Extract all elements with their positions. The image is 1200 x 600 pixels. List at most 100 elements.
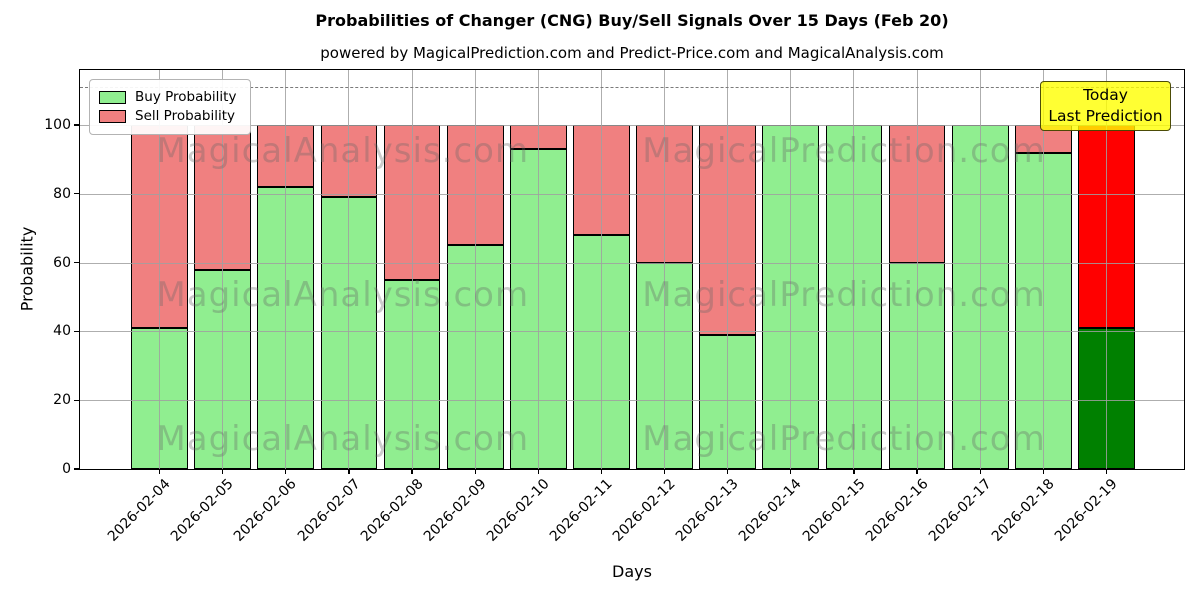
grid-line-v	[664, 70, 666, 469]
x-tick	[600, 469, 603, 474]
grid-line-v	[790, 70, 792, 469]
x-tick-label: 2026-02-15	[799, 476, 869, 545]
watermark-text: MagicalAnalysis.com	[156, 130, 530, 171]
grid-line-v	[727, 70, 729, 469]
watermark-text: MagicalAnalysis.com	[156, 419, 530, 460]
x-tick	[979, 469, 981, 474]
legend-label-buy: Buy Probability	[135, 89, 237, 105]
y-tick	[74, 330, 80, 332]
x-tick-label: 2026-02-12	[610, 476, 679, 545]
grid-line-v	[853, 70, 855, 469]
dashed-reference-line	[80, 87, 1184, 89]
x-tick-label: 2026-02-06	[231, 476, 301, 545]
plot-area: Buy Probability Sell Probability Today L…	[44, 69, 1185, 545]
bar-slot: 2026-02-04	[105, 70, 191, 545]
x-tick	[285, 469, 287, 474]
bar-slot: 2026-02-08	[358, 70, 444, 545]
legend: Buy Probability Sell Probability	[89, 79, 252, 135]
x-tick	[411, 469, 413, 474]
grid-line-v	[537, 70, 539, 469]
x-tick	[727, 469, 729, 474]
watermark-text: MagicalPrediction.com	[642, 274, 1046, 315]
grid-line-v	[285, 70, 287, 469]
x-tick	[853, 469, 855, 474]
bar-slot: 2026-02-17	[926, 70, 1012, 545]
legend-item-sell: Sell Probability	[99, 108, 240, 124]
grid-line-v	[159, 70, 161, 469]
y-tick	[74, 468, 80, 470]
buy-color-swatch	[99, 90, 126, 104]
watermark-text: MagicalPrediction.com	[642, 130, 1046, 171]
grid-line-h	[80, 262, 1184, 264]
y-tick	[74, 124, 80, 126]
grid-line-h	[80, 331, 1184, 333]
bar-slot: 2026-02-19	[1052, 70, 1138, 545]
x-tick-label: 2026-02-09	[420, 476, 490, 545]
chart-title: Probabilities of Changer (CNG) Buy/Sell …	[315, 11, 949, 30]
y-tick	[74, 262, 80, 264]
x-tick-label: 2026-02-11	[546, 476, 616, 545]
x-tick	[916, 469, 918, 474]
y-tick-label: 100	[44, 117, 71, 134]
watermark-text: MagicalAnalysis.com	[156, 274, 530, 315]
bar-slot: 2026-02-10	[484, 70, 570, 545]
grid-line-h	[80, 125, 1184, 127]
y-tick	[74, 193, 80, 195]
x-tick	[158, 469, 161, 474]
grid-line-v	[348, 70, 350, 469]
y-tick-label: 0	[62, 461, 71, 477]
bar-slot: 2026-02-15	[799, 70, 885, 545]
x-tick-label: 2026-02-19	[1051, 476, 1121, 545]
x-tick-label: 2026-02-13	[673, 476, 743, 545]
grid-line-v	[600, 70, 602, 469]
y-tick-label: 20	[53, 392, 71, 409]
x-tick-label: 2026-02-18	[988, 476, 1058, 545]
grid-line-v	[222, 70, 224, 469]
bars-container: 2026-02-04 2026-02-05 2026-02-06 2026-02-07…	[105, 70, 1138, 545]
bar-slot: 2026-02-07	[294, 70, 380, 545]
x-tick	[1042, 469, 1044, 474]
today-annotation: Today Last Prediction	[1040, 81, 1171, 131]
x-tick-label: 2026-02-05	[168, 476, 238, 545]
grid-line-v	[411, 70, 413, 469]
x-tick	[537, 469, 539, 474]
grid-line-v	[979, 70, 981, 469]
bar-slot: 2026-02-14	[736, 70, 822, 545]
x-tick-label: 2026-02-04	[105, 476, 174, 545]
grid-line-h	[80, 400, 1184, 402]
y-axis-label: Probability	[17, 226, 37, 312]
x-tick-label: 2026-02-16	[862, 476, 932, 545]
grid-line-v	[1105, 70, 1107, 469]
x-tick-label: 2026-02-08	[357, 476, 427, 545]
x-tick-label: 2026-02-07	[294, 476, 364, 545]
grid-line-v	[916, 70, 918, 469]
y-tick-label: 80	[53, 185, 71, 202]
legend-item-buy: Buy Probability	[99, 89, 240, 105]
grid-line-h	[80, 193, 1184, 195]
chart-subtitle: powered by MagicalPrediction.com and Pre…	[320, 44, 944, 62]
bar-slot: 2026-02-11	[547, 70, 633, 545]
y-tick-label: 60	[53, 254, 71, 271]
grid-line-v	[474, 70, 476, 469]
x-tick	[663, 469, 666, 474]
x-tick	[222, 469, 224, 474]
grid-line-v	[1042, 70, 1044, 469]
x-axis-label: Days	[612, 562, 652, 581]
today-annotation-line1: Today	[1083, 86, 1128, 104]
today-annotation-line2: Last Prediction	[1048, 107, 1163, 125]
x-tick-label: 2026-02-14	[736, 476, 806, 545]
x-tick	[790, 469, 792, 474]
x-tick	[348, 469, 350, 474]
x-tick-label: 2026-02-17	[925, 476, 995, 545]
bar-slot: 2026-02-05	[168, 70, 254, 545]
bar-slot: 2026-02-09	[421, 70, 507, 545]
y-tick-label: 40	[53, 323, 71, 340]
legend-label-sell: Sell Probability	[135, 108, 236, 124]
y-tick	[74, 399, 80, 401]
watermark-text: MagicalPrediction.com	[642, 419, 1046, 460]
x-tick	[474, 469, 476, 474]
x-tick-label: 2026-02-10	[483, 476, 553, 545]
sell-color-swatch	[99, 109, 126, 123]
bar-slot: 2026-02-06	[231, 70, 317, 545]
